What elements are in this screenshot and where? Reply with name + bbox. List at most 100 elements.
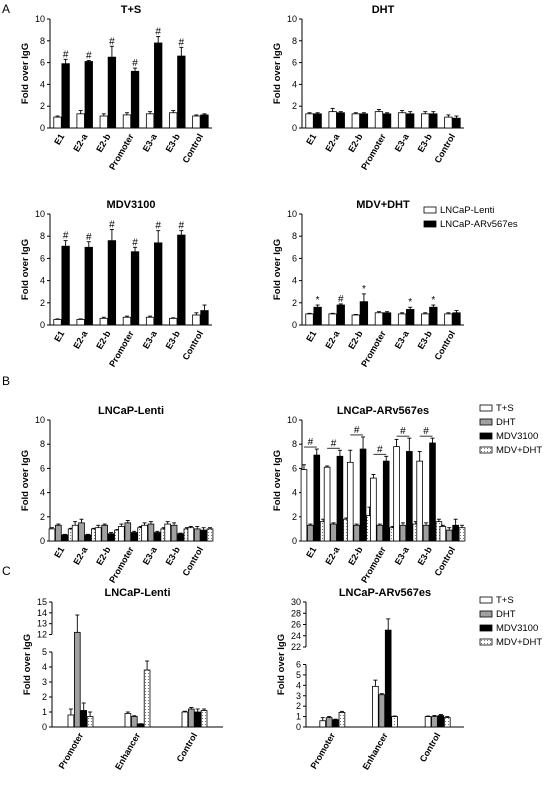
bar (164, 523, 171, 542)
y-axis-label: Fold over IgG (20, 239, 31, 300)
bar (406, 113, 415, 129)
chart-title: MDV3100 (107, 199, 156, 211)
category-label: E3-a (393, 131, 412, 153)
bar (336, 304, 345, 326)
bar (53, 319, 62, 326)
category-label: Control (433, 329, 458, 362)
y-tick-label: 2 (40, 512, 45, 522)
category-label: Control (181, 132, 206, 165)
y-tick-label: 0 (292, 123, 297, 133)
bar (393, 446, 400, 542)
y-tick-label: 0 (292, 320, 297, 330)
bar (338, 712, 346, 728)
bar (130, 716, 138, 728)
y-tick-label: 8 (40, 36, 45, 46)
bar (305, 313, 314, 326)
category-label: E2-a (71, 328, 90, 350)
bar (130, 251, 140, 326)
bar (421, 113, 430, 129)
y-tick-label: 6 (292, 463, 297, 473)
y-tick-label: 10 (287, 415, 297, 425)
significance-mark: # (400, 426, 406, 437)
y-tick-label: 2 (40, 101, 45, 111)
y-tick-label: 30 (291, 597, 301, 607)
legend-swatch (479, 418, 493, 426)
bar (406, 451, 413, 542)
bar (154, 242, 163, 326)
significance-mark: * (408, 297, 412, 308)
bar (325, 717, 333, 728)
bar (147, 523, 155, 542)
y-tick-label: 10 (287, 14, 297, 24)
y-tick-label: 4 (292, 488, 297, 498)
panel-label-b: B (2, 374, 10, 388)
bar (122, 114, 132, 129)
bar (351, 113, 360, 129)
y-tick-label: 6 (40, 463, 45, 473)
significance-mark: # (155, 26, 161, 37)
category-label: E3-a (393, 328, 412, 350)
bar (397, 112, 407, 129)
bar (55, 524, 62, 542)
significance-mark: # (331, 438, 337, 449)
category-label: Enhancer (361, 731, 390, 772)
bar (53, 116, 62, 129)
y-tick-label: 10 (35, 415, 45, 425)
category-label: E2-b (346, 132, 365, 154)
y-tick-label: 0 (292, 536, 297, 546)
bar (101, 524, 108, 542)
significance-mark: # (63, 231, 69, 242)
bar (169, 112, 178, 129)
legend-label: MDV3100 (496, 623, 538, 634)
bar (107, 56, 117, 129)
y-axis-label: Fold over IgG (276, 634, 287, 695)
significance-mark: # (132, 58, 138, 69)
legend-label: MDV3100 (496, 431, 538, 442)
y-tick-label: 15 (37, 597, 47, 607)
bar (421, 313, 430, 326)
category-label: E2-b (346, 329, 365, 351)
bar (145, 113, 155, 129)
significance-mark: # (109, 220, 115, 231)
category-label: E3-b (164, 545, 183, 567)
y-tick-label: 4 (40, 488, 45, 498)
legend-swatch (479, 446, 493, 454)
significance-mark: * (431, 295, 435, 306)
bar (391, 716, 398, 728)
bar (439, 526, 447, 542)
bar (351, 314, 360, 326)
category-label: E3-b (416, 329, 435, 351)
y-tick-label: 13 (37, 619, 47, 629)
bar (86, 716, 94, 728)
y-tick-label: 0 (40, 320, 45, 330)
bar (80, 710, 88, 728)
category-label: Control (181, 545, 206, 578)
legend-label: DHT (496, 417, 516, 428)
significance-mark: # (86, 232, 92, 243)
bar (76, 113, 85, 129)
category-label: E3-b (164, 132, 183, 154)
bar (177, 55, 186, 129)
legend-label: LNCaP-ARv567es (440, 219, 518, 230)
bar (313, 454, 321, 542)
legend-label: T+S (496, 595, 514, 606)
y-tick-label: 8 (292, 439, 297, 449)
bar (313, 113, 322, 129)
bar (307, 524, 314, 542)
bar (124, 713, 132, 728)
bar (181, 711, 189, 728)
bar (372, 685, 379, 728)
category-label: E2-a (323, 131, 342, 153)
y-tick-label: 2 (292, 298, 297, 308)
bar (359, 448, 367, 542)
legend-label: DHT (496, 609, 516, 620)
category-label: E1 (304, 329, 318, 344)
y-tick-label: 0 (40, 536, 45, 546)
category-label: E2-a (71, 544, 90, 566)
chart-title: LNCaP-Lenti (105, 587, 171, 599)
bar (416, 460, 423, 542)
legend-swatch (479, 638, 493, 646)
category-label: E3-a (393, 544, 412, 566)
significance-mark: # (308, 437, 314, 448)
